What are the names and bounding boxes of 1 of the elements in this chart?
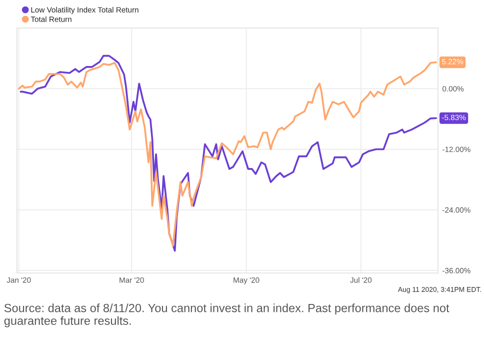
source-note: Source: data as of 8/11/20. You cannot invest in an index. Past performance does not guarantee future results. — [4, 304, 450, 328]
